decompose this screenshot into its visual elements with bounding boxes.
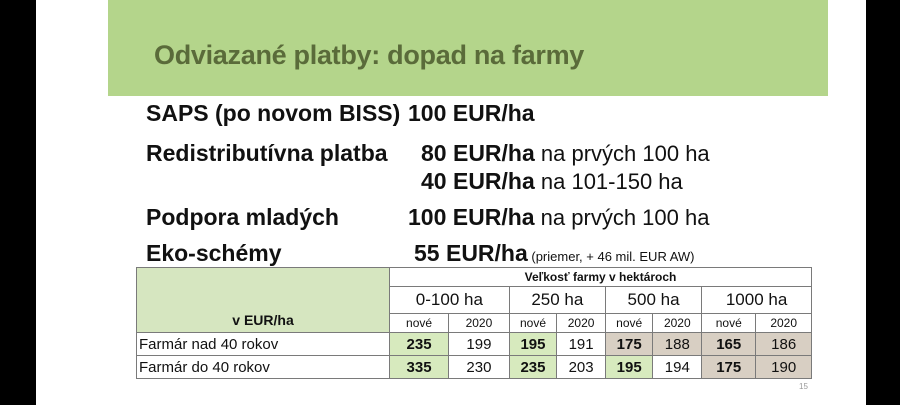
line-label: Podpora mladých (146, 204, 339, 230)
table-cell: 175 (604, 332, 654, 356)
table-row: Farmár nad 40 rokov 235 199 195 191 175 … (136, 332, 812, 356)
line-value-group: 80 EUR/ha na prvých 100 ha (421, 140, 710, 167)
table-cell: 195 (508, 332, 558, 356)
table-cell: 235 (508, 355, 558, 379)
table-corner-label: v EUR/ha (136, 267, 390, 333)
table-cell: 195 (604, 355, 654, 379)
page-number: 15 (799, 382, 808, 391)
row-label: Farmár do 40 rokov (136, 355, 390, 379)
table-cell: 190 (755, 355, 812, 379)
range-header: 500 ha (604, 286, 703, 314)
table-cell: 165 (701, 332, 757, 356)
sub-header: 2020 (556, 313, 606, 333)
range-header: 1000 ha (701, 286, 812, 314)
table-cell: 194 (652, 355, 703, 379)
line-value: 100 EUR/ha (408, 204, 535, 230)
line-rest: na 101-150 ha (534, 169, 683, 194)
sub-header: nové (508, 313, 558, 333)
sub-header: 2020 (652, 313, 703, 333)
table-group-header: Veľkosť farmy v hektároch (389, 267, 812, 287)
range-header: 0-100 ha (389, 286, 510, 314)
line-value: 100 EUR/ha (408, 100, 535, 126)
line-value-group: 100 EUR/ha (408, 100, 535, 127)
slide: Odviazané platby: dopad na farmy SAPS (p… (36, 0, 866, 405)
line-label: Redistributívna platba (146, 140, 388, 166)
line-value: 55 EUR/ha (414, 240, 528, 266)
row-label: Farmár nad 40 rokov (136, 332, 390, 356)
line-label: Eko-schémy (146, 240, 282, 266)
line-rest: na prvých 100 ha (534, 205, 710, 230)
table-cell: 188 (652, 332, 703, 356)
line-value: 80 EUR/ha (421, 140, 535, 166)
title-band (108, 0, 828, 96)
sub-header: nové (604, 313, 654, 333)
table-cell: 175 (701, 355, 757, 379)
line-value: 40 EUR/ha (421, 168, 535, 194)
table-cell: 186 (755, 332, 812, 356)
range-header: 250 ha (508, 286, 606, 314)
sub-header: nové (701, 313, 757, 333)
table-cell: 230 (448, 355, 510, 379)
line-note: (priemer, + 46 mil. EUR AW) (527, 249, 695, 264)
table-cell: 191 (556, 332, 606, 356)
table-cell: 235 (388, 332, 450, 356)
slide-title: Odviazané platby: dopad na farmy (154, 40, 584, 70)
line-value-group: 40 EUR/ha na 101-150 ha (421, 168, 683, 195)
payments-table: v EUR/ha Veľkosť farmy v hektároch 0-100… (136, 267, 812, 379)
line-value-group: 55 EUR/ha (priemer, + 46 mil. EUR AW) (414, 240, 695, 267)
line-value-group: 100 EUR/ha na prvých 100 ha (408, 204, 709, 231)
line-rest: na prvých 100 ha (534, 141, 710, 166)
table-row: Farmár do 40 rokov 335 230 235 203 195 1… (136, 355, 812, 379)
sub-header: 2020 (755, 313, 812, 333)
line-label: SAPS (po novom BISS) (146, 100, 401, 126)
table-cell: 335 (388, 355, 450, 379)
sub-header: 2020 (448, 313, 510, 333)
sub-header: nové (388, 313, 450, 333)
table-cell: 199 (448, 332, 510, 356)
table-cell: 203 (556, 355, 606, 379)
